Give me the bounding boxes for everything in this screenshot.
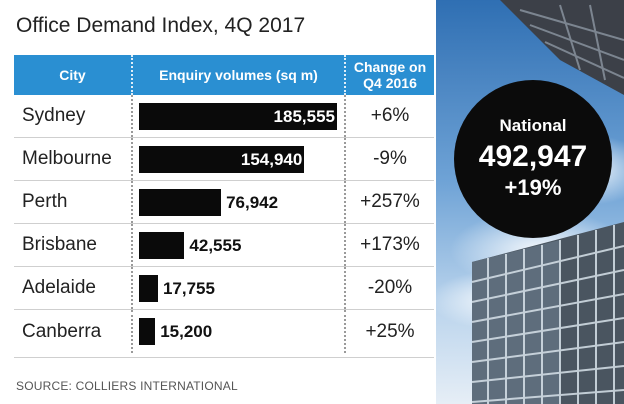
change-label: +257% xyxy=(344,181,434,223)
enquiry-cell: 15,200 xyxy=(131,310,344,353)
table-row: Canberra 15,200 +25% xyxy=(14,310,434,353)
city-label: Adelaide xyxy=(22,277,96,298)
table-row: Perth 76,942 +257% xyxy=(14,181,434,224)
demand-table: City Enquiry volumes (sq m) Change on Q4… xyxy=(14,55,434,353)
bar xyxy=(139,232,185,259)
city-label: Perth xyxy=(22,191,68,212)
source-note: SOURCE: COLLIERS INTERNATIONAL xyxy=(16,379,238,393)
bar xyxy=(139,189,222,216)
city-label: Brisbane xyxy=(22,234,97,255)
city-label: Sydney xyxy=(22,105,86,126)
city-label: Melbourne xyxy=(22,148,112,169)
table-body: Sydney 185,555 +6% Melbourne 154,940 -9% Perth… xyxy=(14,95,434,353)
enquiry-cell: 17,755 xyxy=(131,267,344,309)
bar-value-label: 42,555 xyxy=(189,236,242,255)
table-header: City Enquiry volumes (sq m) Change on Q4… xyxy=(14,55,434,95)
header-city: City xyxy=(59,67,86,83)
bar-value-label: 76,942 xyxy=(226,193,279,212)
enquiry-cell: 154,940 xyxy=(131,138,344,180)
bar xyxy=(139,275,158,302)
enquiry-cell: 185,555 xyxy=(131,95,344,137)
change-label: +25% xyxy=(344,310,434,353)
header-change: Change on Q4 2016 xyxy=(344,55,434,95)
table-row: Melbourne 154,940 -9% xyxy=(14,138,434,181)
bar xyxy=(139,146,305,173)
change-label: -9% xyxy=(344,138,434,180)
chart-title: Office Demand Index, 4Q 2017 xyxy=(16,14,306,37)
national-change: +19% xyxy=(504,175,562,200)
bar xyxy=(139,318,156,345)
enquiry-cell: 76,942 xyxy=(131,181,344,223)
table-row: Sydney 185,555 +6% xyxy=(14,95,434,138)
national-badge: National 492,947 +19% xyxy=(454,80,612,238)
change-label: +173% xyxy=(344,224,434,266)
bar xyxy=(139,103,337,130)
national-value: 492,947 xyxy=(478,140,588,173)
national-label: National xyxy=(499,116,567,135)
table-divider xyxy=(14,357,434,358)
bar-value-label: 17,755 xyxy=(162,279,215,298)
change-label: +6% xyxy=(344,95,434,137)
header-enquiry-volumes: Enquiry volumes (sq m) xyxy=(131,55,344,95)
change-label: -20% xyxy=(344,267,434,309)
table-row: Adelaide 17,755 -20% xyxy=(14,267,434,310)
bar-value-label: 154,940 xyxy=(240,150,303,169)
enquiry-cell: 42,555 xyxy=(131,224,344,266)
table-row: Brisbane 42,555 +173% xyxy=(14,224,434,267)
city-label: Canberra xyxy=(22,320,102,342)
bar-value-label: 185,555 xyxy=(273,107,335,126)
bar-value-label: 15,200 xyxy=(160,322,213,341)
